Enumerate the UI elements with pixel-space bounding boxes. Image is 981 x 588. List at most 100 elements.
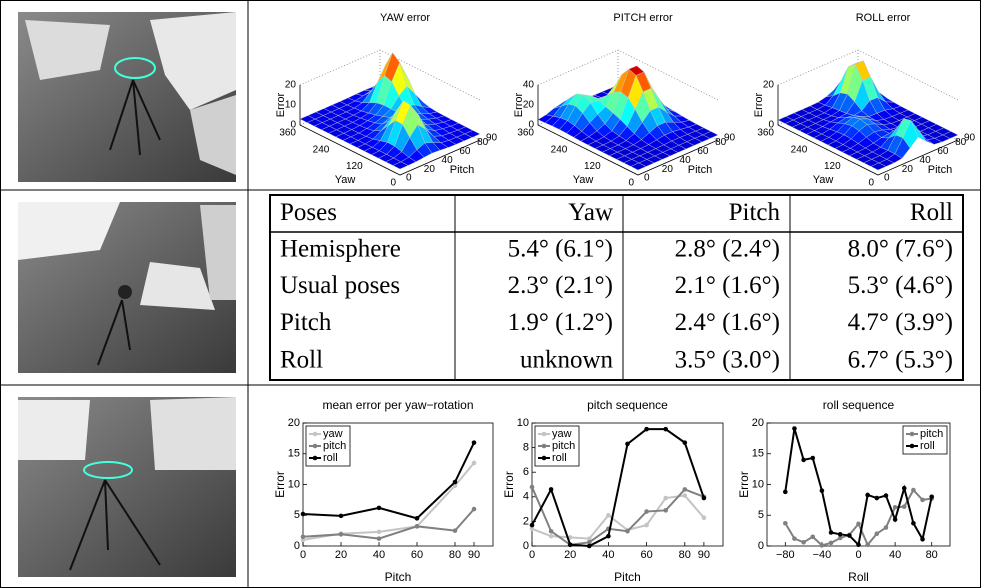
z-tick-label: 40 — [523, 80, 535, 91]
x-tick-label: 240 — [551, 144, 568, 155]
table-cell: 2.1° (1.6°) — [675, 272, 780, 299]
y-tick-label: 4 — [523, 491, 529, 503]
y-axis-label: Pitch — [450, 164, 474, 176]
legend-marker — [542, 432, 547, 437]
y-tick-label: 0 — [758, 540, 764, 552]
point — [683, 440, 688, 445]
point — [884, 525, 889, 530]
y-axis-label: Error — [737, 471, 751, 498]
legend-marker — [313, 456, 318, 461]
x-axis-label: Pitch — [614, 570, 641, 584]
y-tick-label: 20 — [902, 164, 914, 175]
point — [911, 488, 916, 493]
x-tick-label: 40 — [602, 549, 614, 561]
table-cell: 5.4° (6.1°) — [508, 236, 613, 263]
point — [530, 485, 535, 490]
y-axis-label: Error — [273, 471, 287, 498]
y-tick-label: 20 — [424, 164, 436, 175]
point — [339, 532, 344, 537]
x-tick-label: 20 — [335, 549, 347, 561]
z-axis-label: Error — [513, 92, 525, 117]
point — [911, 521, 916, 526]
point — [865, 493, 870, 498]
point — [453, 480, 458, 485]
y-tick-label: 15 — [752, 448, 764, 460]
x-tick-label: 90 — [468, 549, 480, 561]
y-axis-label: Pitch — [688, 164, 712, 176]
x-tick-label: 80 — [679, 549, 691, 561]
point — [472, 461, 477, 466]
x-tick-label: 90 — [698, 549, 710, 561]
point — [702, 515, 707, 520]
y-tick-label: 2 — [523, 515, 529, 527]
x-tick-label: 240 — [313, 144, 330, 155]
surface-plot: YAW error01020360240120002040608090Error… — [275, 12, 498, 189]
y-tick-label: 20 — [662, 164, 674, 175]
legend-label: pitch — [552, 440, 575, 452]
table-cell: 4.7° (3.9°) — [848, 309, 953, 336]
x-axis-label: Yaw — [335, 174, 356, 186]
y-tick-label: 90 — [486, 133, 498, 144]
legend-label: roll — [920, 440, 935, 452]
legend-label: roll — [323, 452, 338, 464]
x-axis-label: Yaw — [813, 174, 834, 186]
surface-plot: PITCH error02040360240120002040608090Err… — [513, 12, 736, 189]
legend-marker — [313, 432, 318, 437]
point — [856, 522, 861, 527]
table-cell: 5.3° (4.6°) — [848, 272, 953, 299]
y-tick-label: 10 — [288, 478, 300, 490]
y-tick-label: 60 — [937, 146, 949, 157]
point — [568, 542, 573, 547]
point — [377, 536, 382, 541]
z-axis-label: Error — [275, 92, 287, 117]
table-cell: 2.4° (1.6°) — [675, 309, 780, 336]
point — [865, 542, 870, 547]
table-cell: 8.0° (7.6°) — [848, 236, 953, 263]
point — [920, 498, 925, 503]
table-cell: Pitch — [280, 309, 332, 336]
point — [606, 513, 611, 518]
plot-title: ROLL error — [856, 12, 911, 24]
y-tick-label: 20 — [752, 417, 764, 429]
point — [377, 506, 382, 511]
y-tick-label: 10 — [752, 478, 764, 490]
point — [856, 542, 861, 547]
point — [702, 496, 707, 501]
x-tick-label: 60 — [411, 549, 423, 561]
point — [606, 534, 611, 539]
point — [792, 536, 797, 541]
x-tick-label: 0 — [868, 178, 874, 189]
point — [644, 427, 649, 432]
chart-title: mean error per yaw−rotation — [322, 398, 473, 412]
x-tick-label: 360 — [757, 128, 774, 139]
legend-label: pitch — [920, 428, 943, 440]
point — [829, 530, 834, 535]
point — [644, 523, 649, 528]
point — [415, 524, 420, 529]
x-tick-label: 20 — [564, 549, 576, 561]
point — [893, 505, 898, 510]
point — [683, 493, 688, 498]
point — [663, 496, 668, 501]
x-tick-label: 0 — [628, 178, 634, 189]
legend-marker — [910, 444, 915, 449]
point — [339, 514, 344, 519]
table-cell: Roll — [280, 347, 323, 374]
point — [820, 488, 825, 493]
legend-marker — [542, 444, 547, 449]
point — [820, 543, 825, 548]
z-tick-label: 20 — [285, 80, 297, 91]
table-cell: 6.7° (5.3°) — [848, 347, 953, 374]
table-cell: Yaw — [568, 199, 613, 226]
y-tick-label: 0 — [644, 173, 650, 184]
y-tick-label: 90 — [724, 133, 736, 144]
y-tick-label: 20 — [288, 417, 300, 429]
x-tick-label: 0 — [529, 549, 535, 561]
table-cell: Roll — [910, 199, 953, 226]
table-cell: Poses — [280, 199, 337, 226]
point — [884, 493, 889, 498]
x-tick-label: 40 — [373, 549, 385, 561]
point — [902, 486, 907, 491]
y-tick-label: 15 — [288, 448, 300, 460]
